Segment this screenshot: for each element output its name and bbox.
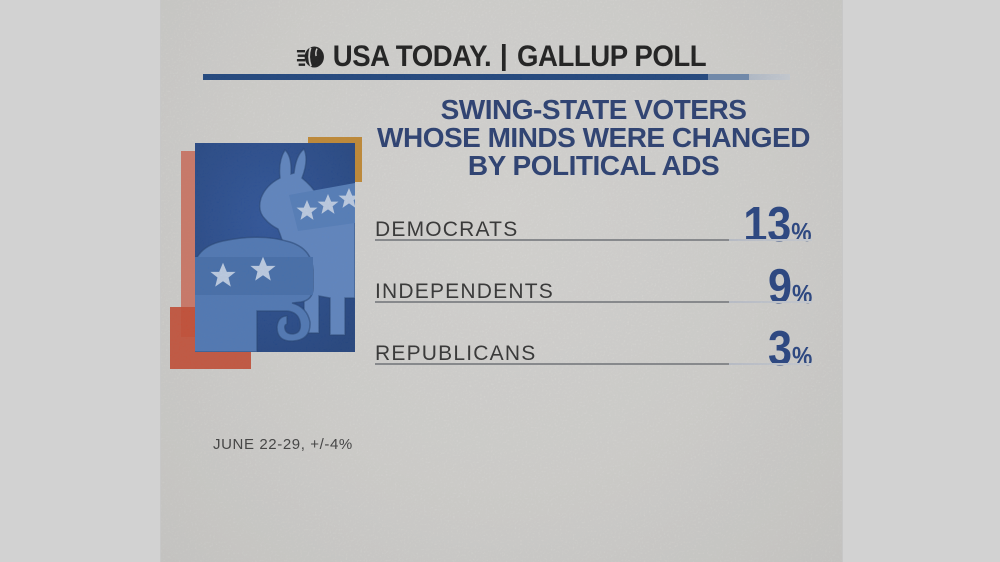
title-line-2: WHOSE MINDS WERE CHANGED (377, 122, 810, 153)
infographic-stage: USA TODAY. GALLUP POLL SWING-STATE VOTER… (161, 0, 842, 562)
gallup-poll-logo-text: GALLUP POLL (516, 40, 707, 73)
row-value-number: 3 (767, 322, 792, 376)
row-label: REPUBLICANS (375, 342, 537, 365)
row-underline (375, 363, 812, 365)
percent-sign: % (791, 341, 812, 371)
poll-row-republicans: REPUBLICANS 3% (375, 303, 812, 374)
republican-elephant-icon (195, 236, 314, 352)
chart-title: SWING-STATE VOTERS WHOSE MINDS WERE CHAN… (375, 96, 812, 180)
row-label: INDEPENDENTS (375, 280, 554, 303)
row-value: 3% (768, 325, 812, 374)
row-label: DEMOCRATS (375, 218, 519, 241)
party-symbols-panel (195, 143, 355, 352)
title-line-3: BY POLITICAL ADS (467, 150, 720, 181)
poll-row-independents: INDEPENDENTS 9% (375, 241, 812, 312)
title-line-1: SWING-STATE VOTERS (440, 94, 747, 125)
date-and-margin-note: JUNE 22-29, +/-4% (213, 436, 353, 453)
poll-row-democrats: DEMOCRATS 13% (375, 179, 812, 250)
poll-results-list: DEMOCRATS 13% INDEPENDENTS 9% REPUBLICAN… (375, 179, 812, 374)
brand-separator (502, 43, 506, 71)
